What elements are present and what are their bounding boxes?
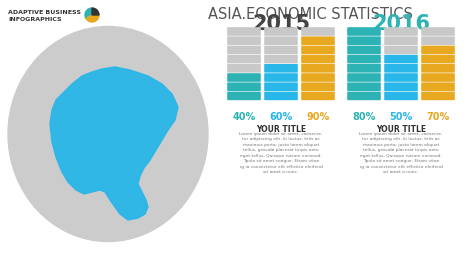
Text: ASIA.ECONOMIC STATISTICS: ASIA.ECONOMIC STATISTICS <box>208 7 412 22</box>
Ellipse shape <box>8 26 208 242</box>
FancyBboxPatch shape <box>384 36 418 45</box>
FancyBboxPatch shape <box>384 92 418 100</box>
FancyBboxPatch shape <box>301 82 335 91</box>
Text: 2015: 2015 <box>252 14 310 34</box>
FancyBboxPatch shape <box>301 73 335 82</box>
Wedge shape <box>86 15 99 22</box>
Text: YOUR TITLE: YOUR TITLE <box>256 125 306 134</box>
FancyBboxPatch shape <box>347 46 381 54</box>
FancyBboxPatch shape <box>227 46 261 54</box>
FancyBboxPatch shape <box>227 55 261 63</box>
Text: 50%: 50% <box>389 112 413 122</box>
FancyBboxPatch shape <box>347 82 381 91</box>
FancyBboxPatch shape <box>384 27 418 36</box>
FancyBboxPatch shape <box>347 73 381 82</box>
Text: 60%: 60% <box>269 112 292 122</box>
FancyBboxPatch shape <box>264 73 298 82</box>
FancyBboxPatch shape <box>384 46 418 54</box>
FancyBboxPatch shape <box>264 46 298 54</box>
FancyBboxPatch shape <box>301 55 335 63</box>
FancyBboxPatch shape <box>227 27 261 36</box>
Text: 80%: 80% <box>352 112 376 122</box>
Text: 2016: 2016 <box>372 14 430 34</box>
FancyBboxPatch shape <box>384 64 418 73</box>
FancyBboxPatch shape <box>264 55 298 63</box>
FancyBboxPatch shape <box>264 27 298 36</box>
FancyBboxPatch shape <box>347 64 381 73</box>
FancyBboxPatch shape <box>264 36 298 45</box>
FancyBboxPatch shape <box>227 92 261 100</box>
FancyBboxPatch shape <box>384 55 418 63</box>
Text: 40%: 40% <box>232 112 255 122</box>
FancyBboxPatch shape <box>301 27 335 36</box>
FancyBboxPatch shape <box>347 36 381 45</box>
FancyBboxPatch shape <box>347 27 381 36</box>
Text: 70%: 70% <box>427 112 450 122</box>
FancyBboxPatch shape <box>301 64 335 73</box>
FancyBboxPatch shape <box>421 46 455 54</box>
FancyBboxPatch shape <box>347 92 381 100</box>
FancyBboxPatch shape <box>384 82 418 91</box>
FancyBboxPatch shape <box>227 73 261 82</box>
FancyBboxPatch shape <box>301 36 335 45</box>
Wedge shape <box>92 8 99 15</box>
FancyBboxPatch shape <box>421 73 455 82</box>
FancyBboxPatch shape <box>227 64 261 73</box>
Wedge shape <box>85 8 92 18</box>
FancyBboxPatch shape <box>421 64 455 73</box>
Text: ADAPTIVE BUSINESS: ADAPTIVE BUSINESS <box>8 10 81 15</box>
FancyBboxPatch shape <box>384 73 418 82</box>
FancyBboxPatch shape <box>264 92 298 100</box>
FancyBboxPatch shape <box>421 27 455 36</box>
FancyBboxPatch shape <box>421 82 455 91</box>
FancyBboxPatch shape <box>347 55 381 63</box>
Text: YOUR TITLE: YOUR TITLE <box>376 125 426 134</box>
FancyBboxPatch shape <box>421 55 455 63</box>
FancyBboxPatch shape <box>264 64 298 73</box>
FancyBboxPatch shape <box>264 82 298 91</box>
Polygon shape <box>50 67 178 220</box>
FancyBboxPatch shape <box>421 92 455 100</box>
FancyBboxPatch shape <box>227 36 261 45</box>
Text: INFOGRAPHICS: INFOGRAPHICS <box>8 17 62 22</box>
FancyBboxPatch shape <box>421 36 455 45</box>
FancyBboxPatch shape <box>301 92 335 100</box>
FancyBboxPatch shape <box>227 82 261 91</box>
Text: 90%: 90% <box>306 112 329 122</box>
Text: Lorem ipsum dolor sit amet, consecte-
tur adipiscing elit. In luctus, felis ac
m: Lorem ipsum dolor sit amet, consecte- tu… <box>239 132 323 174</box>
FancyBboxPatch shape <box>301 46 335 54</box>
Text: Lorem ipsum dolor sit amet, consecte-
tur adipiscing elit. In luctus, felis ac
m: Lorem ipsum dolor sit amet, consecte- tu… <box>359 132 443 174</box>
